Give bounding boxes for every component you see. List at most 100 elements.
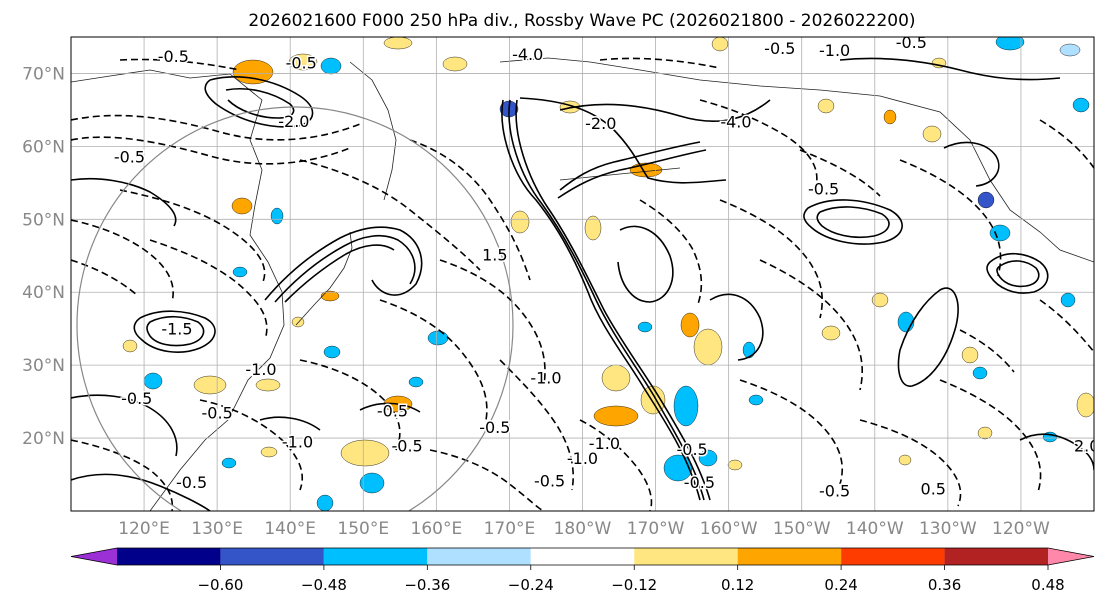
divergence-patch-core: [366, 478, 378, 488]
contour-label: -0.5: [534, 471, 565, 490]
colorbar-outline: [70, 547, 1095, 566]
contour-dashed: [149, 239, 268, 337]
contour-dashed: [429, 449, 545, 511]
contour-solid: [515, 99, 711, 501]
divergence-patch-core: [671, 461, 685, 475]
contour-solid: [816, 206, 890, 239]
contour-label: -2.0: [278, 112, 309, 131]
divergence-patch-core: [680, 396, 692, 416]
divergence-patch: [1076, 392, 1094, 418]
contour-label: -1.0: [819, 41, 850, 60]
lon-label: 180°W: [554, 519, 612, 539]
colorbar-bin: [944, 548, 1048, 565]
contour-label: -4.0: [512, 45, 543, 64]
contour-label: -0.5: [896, 33, 927, 52]
contour-label: -0.5: [808, 180, 839, 199]
contour-dashed: [299, 359, 401, 451]
colorbar-tick-label: −0.12: [611, 576, 657, 594]
lon-label: 140°W: [846, 519, 904, 539]
colorbar-bins: [70, 547, 1095, 566]
latitude-labels: 70°N 60°N 50°N 40°N 30°N 20°N: [22, 64, 65, 449]
divergence-patch: [977, 426, 993, 440]
divergence-patch-core: [746, 346, 752, 354]
contour-solid: [508, 99, 705, 501]
contour-dashed: [379, 299, 488, 421]
contour-solid: [803, 199, 903, 245]
contour-solid: [559, 141, 701, 191]
divergence-patch: [288, 53, 318, 71]
contour-dashed: [859, 419, 962, 507]
divergence-patch: [961, 346, 979, 364]
lon-label: 130°E: [191, 519, 243, 539]
contour-label: -0.5: [158, 47, 189, 66]
contour-dashed: [579, 419, 653, 511]
divergence-patch-core: [412, 379, 420, 385]
contour-label: -0.5: [764, 39, 795, 58]
divergence-patch: [601, 364, 631, 392]
colorbar-tick-label: 0.24: [824, 576, 857, 594]
contour-label: -0.5: [479, 418, 510, 437]
colorbar-tick-label: −0.24: [508, 576, 554, 594]
divergence-patch: [510, 210, 530, 234]
colorbar-bin: [117, 548, 221, 565]
divergence-patch-core: [887, 113, 893, 121]
lon-label: 120°E: [118, 519, 170, 539]
rossby-wave-circle: [76, 106, 514, 511]
colorbar-bin: [841, 548, 945, 565]
contour-dashed: [959, 329, 1015, 373]
divergence-patch-core: [976, 370, 984, 376]
contour-dashed: [71, 219, 174, 303]
contour-dashed: [639, 199, 703, 305]
contour-labels: -1.0-0.5 -0.5-4.0-0.5 -0.5-2.0 -4.0-2.0-0.5…: [112, 33, 1094, 502]
contour-solid: [133, 310, 216, 353]
colorbar-bin: [737, 548, 842, 565]
divergence-patch: [442, 56, 468, 72]
lon-label: 150°W: [773, 519, 831, 539]
divergence-patch: [727, 459, 743, 471]
divergence-patch: [821, 325, 841, 341]
divergence-shading: [122, 37, 1094, 511]
contour-solid: [617, 225, 674, 303]
divergence-patch: [922, 125, 942, 143]
contour-label: -0.5: [819, 482, 850, 501]
contour-label: -0.5: [114, 148, 145, 167]
contour-dashed: [119, 58, 241, 71]
contour-label: -0.5: [202, 404, 233, 423]
divergence-patch: [122, 339, 138, 353]
contour-solid: [71, 473, 211, 511]
divergence-patch: [584, 215, 602, 241]
divergence-patch-core: [328, 349, 336, 355]
lat-label: 30°N: [22, 356, 65, 376]
contour-solid: [839, 57, 1061, 81]
map-frame: [70, 36, 1095, 512]
divergence-patch-core: [752, 397, 760, 403]
lat-label: 60°N: [22, 137, 65, 157]
lon-label: 150°E: [337, 519, 389, 539]
colorbar-bin: [634, 548, 738, 565]
contour-solid: [274, 234, 416, 303]
colorbar-bin: [71, 548, 117, 565]
lon-label: 130°W: [919, 519, 977, 539]
coastline-kamchatka: [349, 61, 397, 201]
contour-label: -1.0: [245, 360, 276, 379]
colorbar: −0.60 −0.48 −0.36 −0.24 −0.12 0.12 0.24 0.36 0.4…: [70, 547, 1095, 594]
colorbar-bin: [1048, 548, 1094, 565]
divergence-patch-core: [641, 324, 649, 330]
contour-label: -1.5: [161, 320, 192, 339]
contour-dashed: [71, 439, 174, 511]
contour-dashed: [939, 379, 1042, 493]
coastline-aleutians: [559, 167, 681, 181]
lon-label: 160°E: [411, 519, 463, 539]
contour-dashed: [699, 99, 818, 187]
lon-label: 120°W: [992, 519, 1050, 539]
contour-label: -4.0: [720, 113, 751, 132]
contour-label: -0.5: [121, 389, 152, 408]
lon-label: 170°W: [627, 519, 685, 539]
contour-solid: [204, 76, 314, 128]
contour-label: -1.0: [282, 433, 313, 452]
lon-label: 170°E: [484, 519, 536, 539]
contour-label: 0.5: [921, 479, 946, 498]
coastlines: [71, 57, 1094, 511]
colorbar-tick-label: 0.12: [721, 576, 754, 594]
